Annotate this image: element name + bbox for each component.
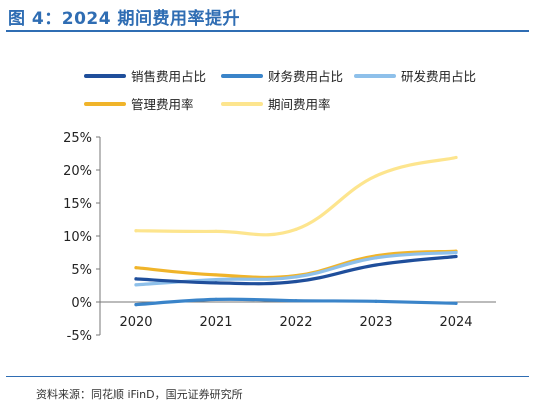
- data-point: [214, 229, 218, 233]
- data-point: [294, 279, 298, 284]
- source-divider: [6, 376, 529, 377]
- data-point: [454, 301, 458, 305]
- series-line-5: [134, 155, 458, 237]
- series-line-1: [134, 254, 458, 286]
- data-point: [294, 227, 298, 231]
- y-tick-label: -5%: [67, 329, 92, 344]
- data-point: [374, 299, 378, 303]
- data-point: [134, 229, 138, 233]
- data-point: [134, 266, 138, 270]
- data-point: [134, 283, 138, 287]
- legend-label-3: 研发费用占比: [401, 69, 476, 84]
- x-tick-label: 2023: [359, 315, 392, 330]
- y-tick-label: 15%: [63, 197, 92, 212]
- legend-label-2: 财务费用占比: [268, 69, 343, 84]
- data-point: [454, 155, 458, 160]
- data-point: [214, 277, 218, 282]
- y-tick-label: 20%: [63, 164, 92, 179]
- x-tick-label: 2020: [119, 315, 152, 330]
- x-tick-label: 2022: [279, 315, 312, 330]
- data-point: [134, 277, 138, 281]
- y-tick-label: 25%: [63, 131, 92, 146]
- data-point: [294, 275, 298, 279]
- data-point: [454, 250, 458, 255]
- data-point: [374, 174, 378, 178]
- y-tick-label: 5%: [71, 263, 92, 278]
- title-divider: [6, 30, 529, 32]
- y-tick-label: 0%: [71, 296, 92, 311]
- legend-label-5: 期间费用率: [268, 97, 331, 112]
- data-point: [294, 299, 298, 303]
- series-layer: [134, 155, 458, 307]
- x-tick-label: 2024: [439, 315, 472, 330]
- data-point: [214, 281, 218, 285]
- data-point: [134, 303, 138, 307]
- data-point: [214, 297, 218, 301]
- source-note: 资料来源：同花顺 iFinD，国元证券研究所: [36, 388, 243, 401]
- chart-axes: -5% 0% 5% 10% 15% 20% 25% 2020 2021 2022 2023 2024: [63, 131, 496, 344]
- y-tick-label: 10%: [63, 230, 92, 245]
- data-point: [214, 273, 218, 277]
- legend-label-4: 管理费用率: [131, 97, 194, 112]
- data-point: [374, 263, 378, 267]
- x-tick-label: 2021: [199, 315, 232, 330]
- data-point: [374, 256, 378, 260]
- figure-title: 图 4：2024 期间费用率提升: [8, 9, 240, 29]
- data-point: [454, 254, 458, 259]
- legend-label-1: 销售费用占比: [131, 69, 206, 84]
